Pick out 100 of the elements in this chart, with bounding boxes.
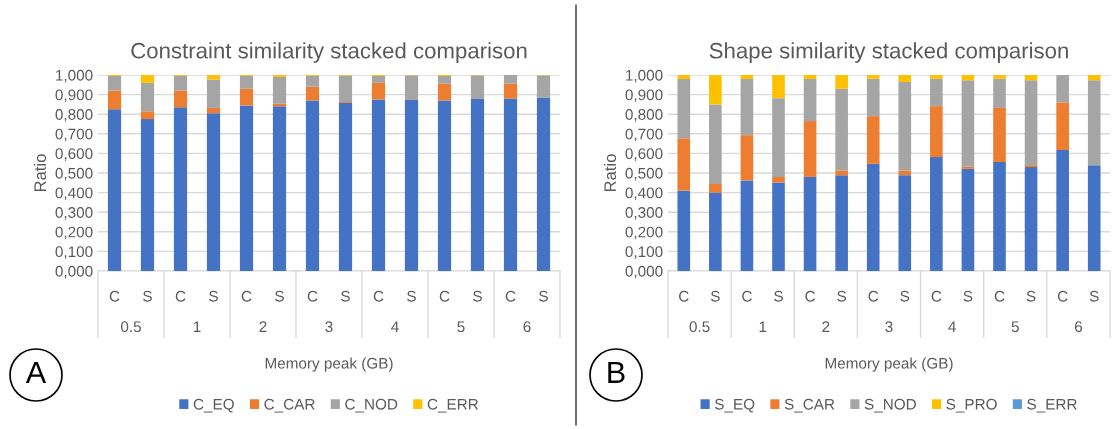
- bar: [898, 75, 912, 83]
- bar: [898, 175, 912, 271]
- legend-label: S_ERR: [1027, 398, 1077, 413]
- bar: [930, 75, 943, 79]
- bar: [772, 98, 785, 177]
- bar: [1087, 75, 1101, 81]
- bar: [740, 75, 754, 79]
- legend-label: C_ERR: [427, 398, 479, 413]
- bar: [677, 75, 691, 79]
- legend-label: C_CAR: [264, 398, 315, 413]
- y-tick-label: 0,500: [625, 167, 663, 181]
- bar: [140, 111, 155, 120]
- y-tick-label: 1,000: [626, 69, 663, 83]
- bar: [930, 78, 943, 107]
- bar: [866, 163, 880, 271]
- bar: [140, 119, 155, 271]
- chart-title: Constraint similarity stacked comparison: [131, 42, 527, 63]
- text: 6: [1074, 321, 1083, 333]
- x-tick-label: S: [143, 290, 152, 302]
- bar: [305, 86, 320, 101]
- x-tick-label: C: [742, 290, 752, 302]
- bar: [272, 106, 287, 271]
- bar: [404, 75, 419, 100]
- y-tick-label: 0,600: [55, 148, 93, 161]
- text: 0.5: [120, 321, 141, 333]
- legend-label: C_EQ: [193, 398, 234, 413]
- x-tick-label: C: [931, 290, 942, 302]
- x-tick-label: S: [341, 290, 350, 302]
- x-tick-label: C: [373, 290, 384, 302]
- y-tick-label: 0,500: [55, 167, 93, 181]
- x-tick-label: S: [407, 290, 416, 302]
- y-axis-title: Ratio: [33, 154, 47, 192]
- bar: [961, 168, 975, 271]
- y-axis-title: Ratio: [603, 154, 617, 192]
- x-tick-label: C: [868, 290, 879, 302]
- x-axis-title: Memory peak (GB): [825, 357, 953, 372]
- bar: [740, 180, 754, 271]
- bar: [173, 75, 188, 91]
- x-tick-label: S: [900, 290, 910, 302]
- bar: [930, 157, 943, 271]
- bar: [371, 99, 386, 271]
- x-tick-label: S: [539, 290, 548, 302]
- bar: [305, 100, 320, 271]
- bar: [206, 113, 221, 271]
- bar: [239, 88, 254, 106]
- bar: [993, 75, 1006, 79]
- bar: [898, 170, 912, 176]
- bar: [503, 98, 518, 271]
- y-tick-label: 0,000: [625, 265, 663, 279]
- bar: [1087, 80, 1101, 166]
- text: 5: [1011, 321, 1019, 333]
- bar: [338, 103, 353, 271]
- bar: [677, 78, 691, 139]
- bar: [1024, 167, 1038, 271]
- bar: [993, 162, 1006, 271]
- text: 6: [523, 321, 531, 333]
- y-tick-label: 0,800: [625, 109, 663, 122]
- bar: [803, 75, 817, 79]
- bar: [709, 104, 722, 184]
- bar: [503, 75, 518, 84]
- bar: [803, 78, 817, 122]
- bar: [1056, 150, 1069, 271]
- text: 4: [391, 321, 399, 332]
- x-tick-label: C: [994, 290, 1005, 302]
- bar: [470, 98, 485, 271]
- legend-label: S_NOD: [864, 398, 916, 413]
- y-tick-label: 0,300: [55, 207, 93, 220]
- y-tick-label: 0,100: [55, 246, 93, 259]
- bar: [803, 176, 817, 271]
- text: 1: [759, 321, 767, 332]
- x-axis-title: Memory peak (GB): [265, 357, 393, 372]
- x-tick-label: S: [1089, 290, 1099, 302]
- bar: [772, 75, 785, 99]
- text: A: [25, 361, 47, 383]
- text: 3: [885, 321, 893, 333]
- legend-label: S_CAR: [784, 398, 835, 413]
- bar: [866, 75, 880, 79]
- bar: [709, 183, 722, 193]
- x-tick-label: C: [109, 290, 120, 302]
- y-tick-label: 0,900: [625, 89, 663, 103]
- bar: [677, 138, 691, 191]
- y-tick-label: 0,900: [55, 89, 93, 103]
- x-tick-label: C: [241, 290, 252, 302]
- bar: [437, 75, 452, 84]
- bar: [239, 75, 254, 89]
- bar: [835, 170, 848, 176]
- x-tick-label: S: [1026, 290, 1036, 302]
- y-tick-label: 0,400: [625, 187, 663, 201]
- bar: [709, 75, 722, 105]
- bar: [536, 97, 551, 271]
- bar: [338, 75, 353, 103]
- y-tick-label: 0,000: [55, 265, 93, 279]
- y-tick-label: 0,200: [625, 226, 663, 240]
- y-tick-label: 0,700: [55, 128, 93, 142]
- bar: [740, 135, 754, 181]
- bar: [1056, 102, 1069, 151]
- legend-label: S_EQ: [714, 398, 755, 413]
- legend-label: C_NOD: [345, 398, 398, 413]
- bar: [470, 75, 485, 99]
- bar: [835, 88, 848, 171]
